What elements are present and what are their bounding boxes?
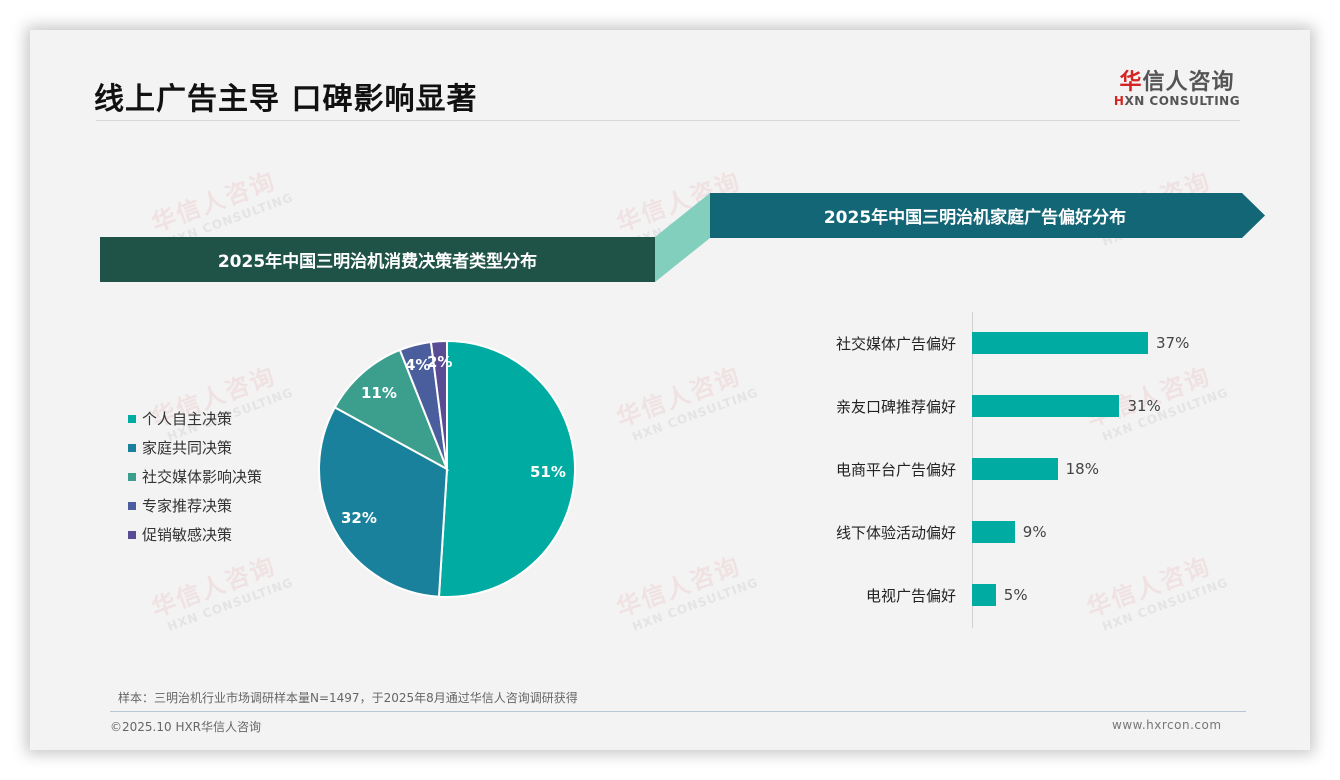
pie-label: 4% bbox=[405, 356, 431, 374]
pie-label: 11% bbox=[361, 384, 397, 402]
bar-label: 社交媒体广告偏好 bbox=[835, 334, 956, 353]
bar-value: 5% bbox=[1003, 586, 1028, 604]
pie-label: 32% bbox=[341, 509, 377, 527]
bar-label: 电商平台广告偏好 bbox=[835, 460, 956, 479]
legend-swatch bbox=[128, 530, 136, 539]
bar bbox=[972, 584, 996, 606]
banner-connector bbox=[655, 193, 710, 282]
legend-item: 专家推荐决策 bbox=[128, 491, 262, 520]
legend-item: 社交媒体影响决策 bbox=[128, 462, 262, 491]
bar-label: 电视广告偏好 bbox=[865, 586, 956, 605]
bar bbox=[972, 332, 1148, 354]
sample-note: 样本：三明治机行业市场调研样本量N=1497，于2025年8月通过华信人咨询调研… bbox=[118, 691, 578, 705]
pie-slice bbox=[437, 339, 576, 598]
legend-item: 家庭共同决策 bbox=[128, 433, 262, 462]
legend-swatch bbox=[128, 472, 136, 481]
legend-item: 个人自主决策 bbox=[128, 404, 262, 433]
bar bbox=[972, 458, 1058, 480]
right-chart-banner: 2025年中国三明治机家庭广告偏好分布 bbox=[710, 193, 1265, 238]
pie-slice bbox=[333, 348, 449, 472]
bar-value: 37% bbox=[1156, 334, 1190, 352]
pie-label: 2% bbox=[427, 353, 453, 371]
bar-value: 18% bbox=[1065, 460, 1099, 478]
legend-swatch bbox=[128, 443, 136, 452]
pie-slice bbox=[429, 339, 448, 470]
pie-label: 51% bbox=[530, 463, 566, 481]
company-logo: 华信人咨询 HXN CONSULTING bbox=[1113, 70, 1241, 108]
legend-item: 促销敏感决策 bbox=[128, 520, 262, 549]
left-chart-banner: 2025年中国三明治机消费决策者类型分布 bbox=[100, 237, 655, 282]
pie-legend: 个人自主决策 家庭共同决策 社交媒体影响决策 专家推荐决策 促销敏感决策 bbox=[128, 404, 262, 549]
right-chart-title: 2025年中国三明治机家庭广告偏好分布 bbox=[823, 208, 1127, 228]
bar-row: 社交媒体广告偏好 37% bbox=[770, 332, 1189, 354]
bar-label: 亲友口碑推荐偏好 bbox=[835, 397, 956, 416]
pie-slice bbox=[318, 405, 449, 598]
footer-divider bbox=[110, 711, 1246, 712]
bar-row: 电商平台广告偏好 18% bbox=[770, 458, 1099, 480]
bar-row: 线下体验活动偏好 9% bbox=[770, 521, 1047, 543]
bar-value: 9% bbox=[1022, 523, 1047, 541]
bar bbox=[972, 395, 1120, 417]
bar-row: 电视广告偏好 5% bbox=[770, 584, 1028, 606]
copyright: ©2025.10 HXR华信人咨询 bbox=[110, 720, 262, 734]
legend-swatch bbox=[128, 501, 136, 510]
title-divider bbox=[96, 120, 1240, 121]
bar bbox=[972, 521, 1015, 543]
bar-label: 线下体验活动偏好 bbox=[835, 523, 956, 542]
website-link[interactable]: www.hxrcon.com bbox=[1112, 718, 1222, 732]
bar-row: 亲友口碑推荐偏好 31% bbox=[770, 395, 1161, 417]
decision-type-pie-chart: 51% 32% 11% 4% 2% bbox=[317, 339, 577, 599]
page-title: 线上广告主导 口碑影响显著 bbox=[94, 82, 478, 117]
legend-swatch bbox=[128, 414, 136, 423]
bar-value: 31% bbox=[1127, 397, 1161, 415]
